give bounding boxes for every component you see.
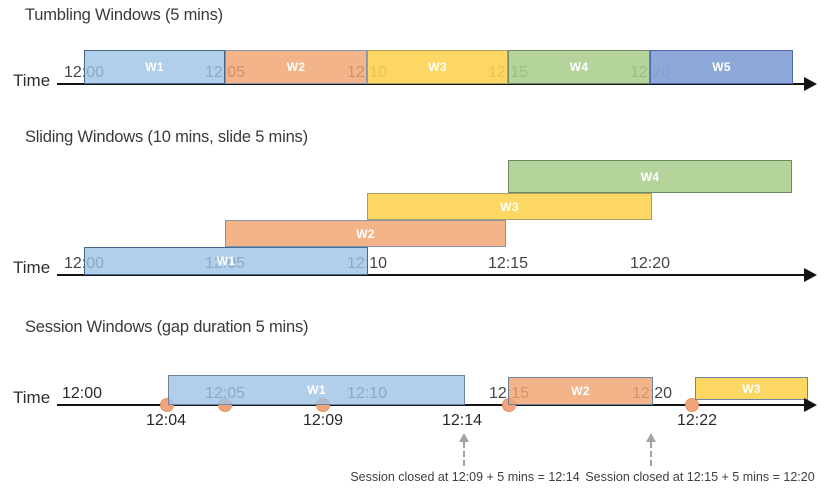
sliding-axis-arrowhead-icon [804,268,817,282]
tumbling-section-title: Tumbling Windows (5 mins) [25,6,223,24]
session-window-w2-label: W2 [571,384,590,398]
tumbling-time-axis-line [57,83,806,85]
tumbling-window-w4: W4 [508,50,650,84]
tumbling-window-w3-label: W3 [428,60,447,74]
sliding-window-w2-label: W2 [356,226,375,241]
session-close-arrow-stem-1 [463,442,465,466]
sliding-window-w4: W4 [508,160,792,193]
sliding-section-title: Sliding Windows (10 mins, slide 5 mins) [25,128,308,146]
session-section-title: Session Windows (gap duration 5 mins) [25,318,309,336]
tumbling-time-axis-label: Time [13,71,51,90]
sliding-tick-1215: 12:15 [487,255,529,272]
session-window-w1-label: W1 [307,383,326,397]
sliding-window-w3: W3 [367,193,652,220]
sliding-window-w4-label: W4 [640,169,660,184]
session-window-w3-label: W3 [742,381,761,396]
tumbling-window-w1: W1 [84,50,225,84]
session-event-label-1214: 12:14 [441,412,483,429]
session-event-label-1222: 12:22 [676,412,718,429]
tumbling-window-w5-label: W5 [712,60,731,74]
session-event-label-1209: 12:09 [302,412,344,429]
tumbling-window-w3: W3 [367,50,508,84]
sliding-window-w2: W2 [225,220,506,247]
tumbling-window-w1-label: W1 [145,60,164,74]
tumbling-window-w2-label: W2 [286,60,306,74]
sliding-time-axis-label: Time [13,258,51,277]
session-window-w2: W2 [508,377,653,405]
session-window-w3: W3 [695,377,808,400]
session-tick-1200: 12:00 [61,385,103,402]
session-axis-arrowhead-icon [804,398,817,412]
tumbling-window-w4-label: W4 [569,60,589,74]
session-close-arrowhead-2-icon [646,433,656,442]
session-close-arrow-stem-2 [650,442,652,466]
session-close-annotation-1: Session closed at 12:09 + 5 mins = 12:14 [350,470,580,484]
sliding-window-w1: W1 [84,247,368,275]
sliding-window-w1-label: W1 [216,254,236,268]
session-close-arrowhead-1-icon [459,433,469,442]
sliding-window-w3-label: W3 [500,199,519,214]
tumbling-window-w5: W5 [650,50,793,84]
session-window-w1: W1 [168,375,465,405]
tumbling-axis-arrowhead-icon [804,77,817,91]
sliding-tick-1220: 12:20 [629,255,671,272]
tumbling-window-w2: W2 [225,50,367,84]
event-dot-1222 [685,398,699,412]
session-event-label-1204: 12:04 [145,412,187,429]
session-time-axis-line [57,404,806,406]
session-time-axis-label: Time [13,388,51,407]
session-close-annotation-2: Session closed at 12:15 + 5 mins = 12:20 [585,470,815,484]
sliding-time-axis-line [57,274,806,276]
